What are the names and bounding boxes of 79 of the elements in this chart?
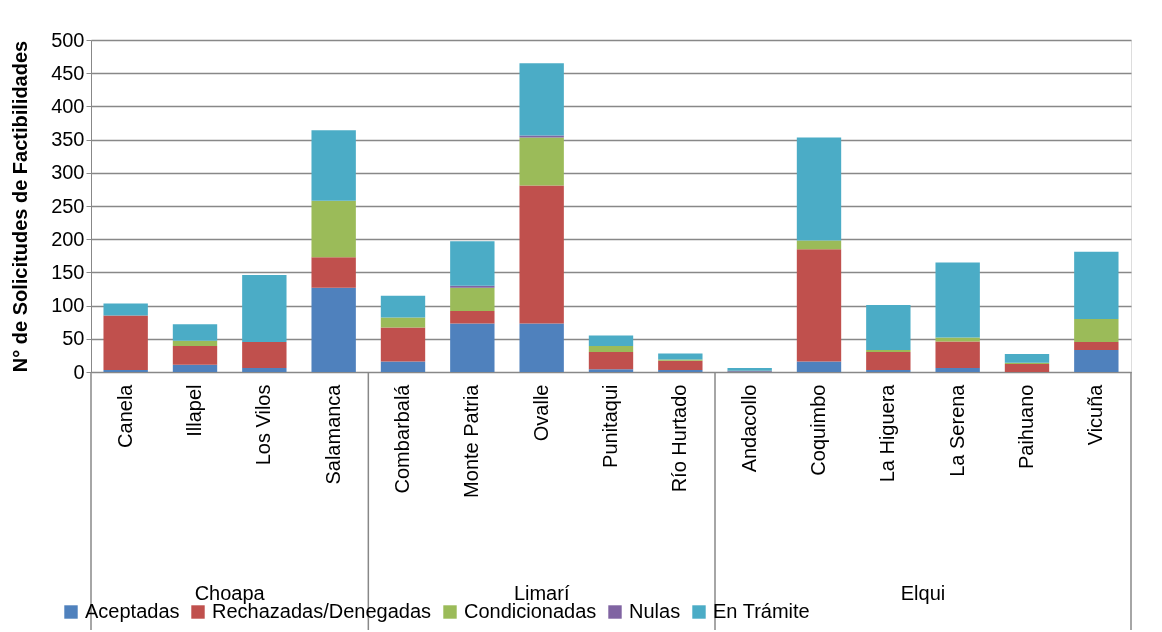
- x-tick-label: Salamanca: [321, 383, 344, 485]
- y-tick-label: 350: [51, 128, 85, 151]
- bar: [450, 310, 495, 324]
- bar: [588, 369, 634, 372]
- y-tick-label: 150: [51, 260, 85, 283]
- legend-label: Aceptadas: [85, 600, 180, 622]
- bar: [588, 346, 634, 353]
- bar: [1004, 364, 1050, 372]
- bar: [172, 324, 218, 341]
- bar: [1004, 354, 1050, 363]
- x-tick-label: Los Vilos: [252, 384, 275, 466]
- bar: [1074, 342, 1119, 351]
- x-tick-label: La Serena: [945, 383, 968, 477]
- bar: [450, 241, 495, 286]
- x-tick-label: Vicuña: [1084, 383, 1107, 446]
- bar: [519, 323, 564, 372]
- bar: [935, 368, 980, 372]
- x-tick-label: Combarbalá: [391, 383, 413, 494]
- bar: [242, 342, 287, 369]
- bar: [658, 353, 703, 360]
- bar: [380, 361, 426, 372]
- bar: [1074, 350, 1119, 372]
- x-tick-label: Andacollo: [737, 384, 760, 473]
- bar: [311, 287, 356, 372]
- y-tick-label: 50: [62, 327, 85, 350]
- bar: [172, 364, 218, 372]
- bar: [450, 323, 495, 372]
- bar: [866, 352, 911, 371]
- y-tick-label: 200: [51, 227, 85, 250]
- y-tick-label: 450: [51, 61, 85, 84]
- bar: [311, 257, 356, 288]
- bar: [935, 341, 980, 369]
- bar: [380, 295, 426, 318]
- x-tick-label: Ovalle: [529, 384, 552, 442]
- x-tick-label: Paihuano: [1015, 384, 1037, 470]
- bar: [242, 368, 287, 372]
- legend-label: Nulas: [629, 600, 681, 622]
- y-tick-label: 250: [51, 194, 85, 217]
- bar: [172, 340, 218, 347]
- text: Choapa: [194, 582, 266, 604]
- bar: [311, 130, 356, 201]
- bar: [519, 185, 564, 324]
- x-tick-label: Punitaqui: [599, 384, 621, 468]
- bar: [935, 337, 980, 342]
- bar: [242, 275, 287, 343]
- x-tick-label: Monte Patria: [460, 383, 483, 498]
- y-tick-label: 300: [51, 161, 85, 184]
- bar: [172, 346, 218, 365]
- y-tick-label: 400: [51, 94, 85, 117]
- bar: [103, 303, 148, 316]
- bar: [311, 200, 356, 258]
- bar: [1074, 251, 1119, 319]
- bar: [658, 360, 703, 371]
- x-tick-label: Coquimbo: [807, 384, 829, 476]
- bar: [380, 317, 426, 328]
- y-axis-title: N° de Solicitudes de Factibilidades: [9, 40, 32, 373]
- y-tick-label: 100: [51, 294, 85, 317]
- bar: [866, 304, 911, 351]
- x-tick-label: Illapel: [183, 384, 205, 437]
- y-tick-label: 0: [73, 360, 85, 383]
- x-tick-label: Canela: [113, 383, 136, 448]
- bar: [380, 327, 426, 362]
- bar: [1074, 318, 1119, 343]
- x-tick-label: Río Hurtado: [668, 384, 691, 493]
- bar: [796, 249, 842, 362]
- bar: [588, 352, 634, 370]
- bar: [450, 287, 495, 311]
- y-tick-label: 500: [51, 28, 85, 51]
- bar: [935, 262, 980, 338]
- bar: [796, 137, 842, 241]
- bar: [519, 137, 564, 186]
- x-tick-label: La Higuera: [876, 383, 899, 483]
- bar: [796, 361, 842, 372]
- bar: [519, 63, 564, 136]
- bar: [796, 240, 842, 250]
- text: Elqui: [900, 582, 946, 604]
- bar: [103, 315, 148, 371]
- bar: [588, 335, 634, 347]
- legend-label: En Trámite: [713, 600, 810, 622]
